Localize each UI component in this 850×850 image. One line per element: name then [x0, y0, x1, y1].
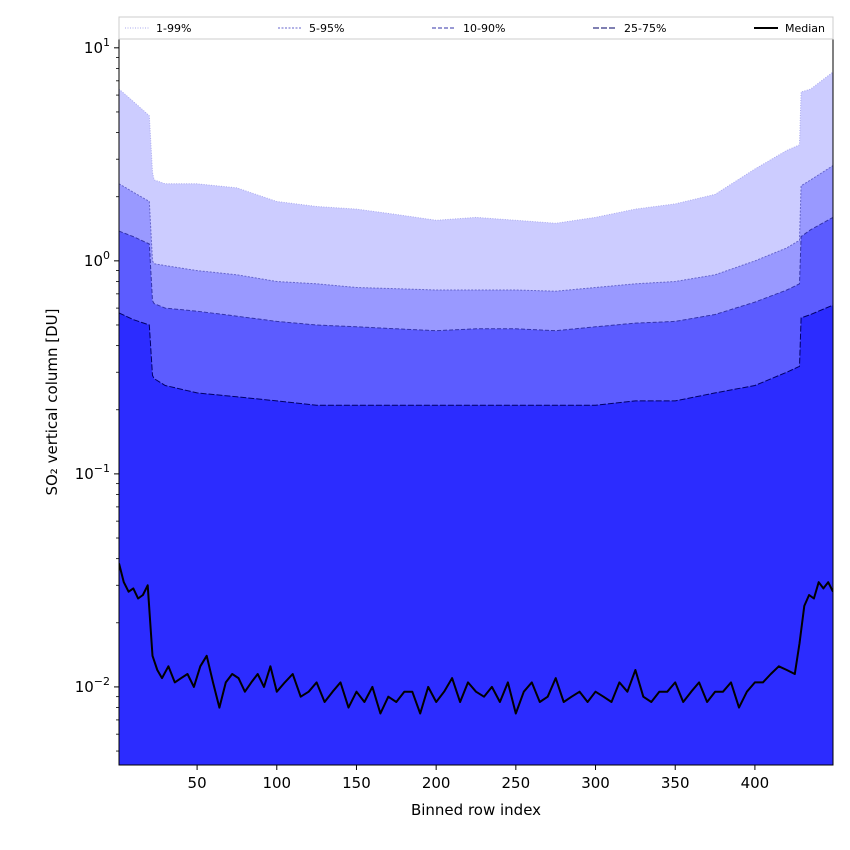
- y-tick-label: 10−2: [75, 675, 110, 696]
- x-tick-label-250: 250: [502, 774, 531, 792]
- legend-label-3: 10-90%: [463, 22, 505, 35]
- percentile-bands: [119, 71, 833, 765]
- x-axis-title: Binned row index: [411, 801, 541, 819]
- y-tick-label: 101: [84, 36, 110, 57]
- x-tick-label-150: 150: [342, 774, 371, 792]
- y-tick-label: 10−1: [75, 462, 110, 483]
- x-tick-label-300: 300: [581, 774, 610, 792]
- x-tick-label-50: 50: [188, 774, 207, 792]
- legend-box: [118, 16, 834, 40]
- legend-label-2: 5-95%: [309, 22, 344, 35]
- legend: 1-99% 5-95% 10-90% 25-75% Median: [118, 16, 834, 40]
- x-tick-label-200: 200: [422, 774, 451, 792]
- legend-label-5: Median: [785, 22, 825, 35]
- x-axis: 50 100 150 200 250 300 350 400: [188, 765, 770, 792]
- x-tick-label-400: 400: [741, 774, 770, 792]
- legend-label-1: 1-99%: [156, 22, 191, 35]
- band-4-area: [119, 305, 833, 765]
- band-4-upper-edge: [119, 304, 833, 406]
- x-tick-label-350: 350: [661, 774, 690, 792]
- median-series: [119, 563, 833, 715]
- band-2-upper-edge: [119, 165, 833, 292]
- y-axis-title: SO₂ vertical column [DU]: [43, 308, 61, 495]
- legend-label-4: 25-75%: [624, 22, 666, 35]
- y-tick-label: 100: [84, 249, 110, 270]
- median-line: [119, 563, 833, 715]
- x-tick-label-100: 100: [262, 774, 291, 792]
- band-3-upper-edge: [119, 216, 833, 332]
- y-axis: 10−2 10−1 100 101: [75, 36, 119, 752]
